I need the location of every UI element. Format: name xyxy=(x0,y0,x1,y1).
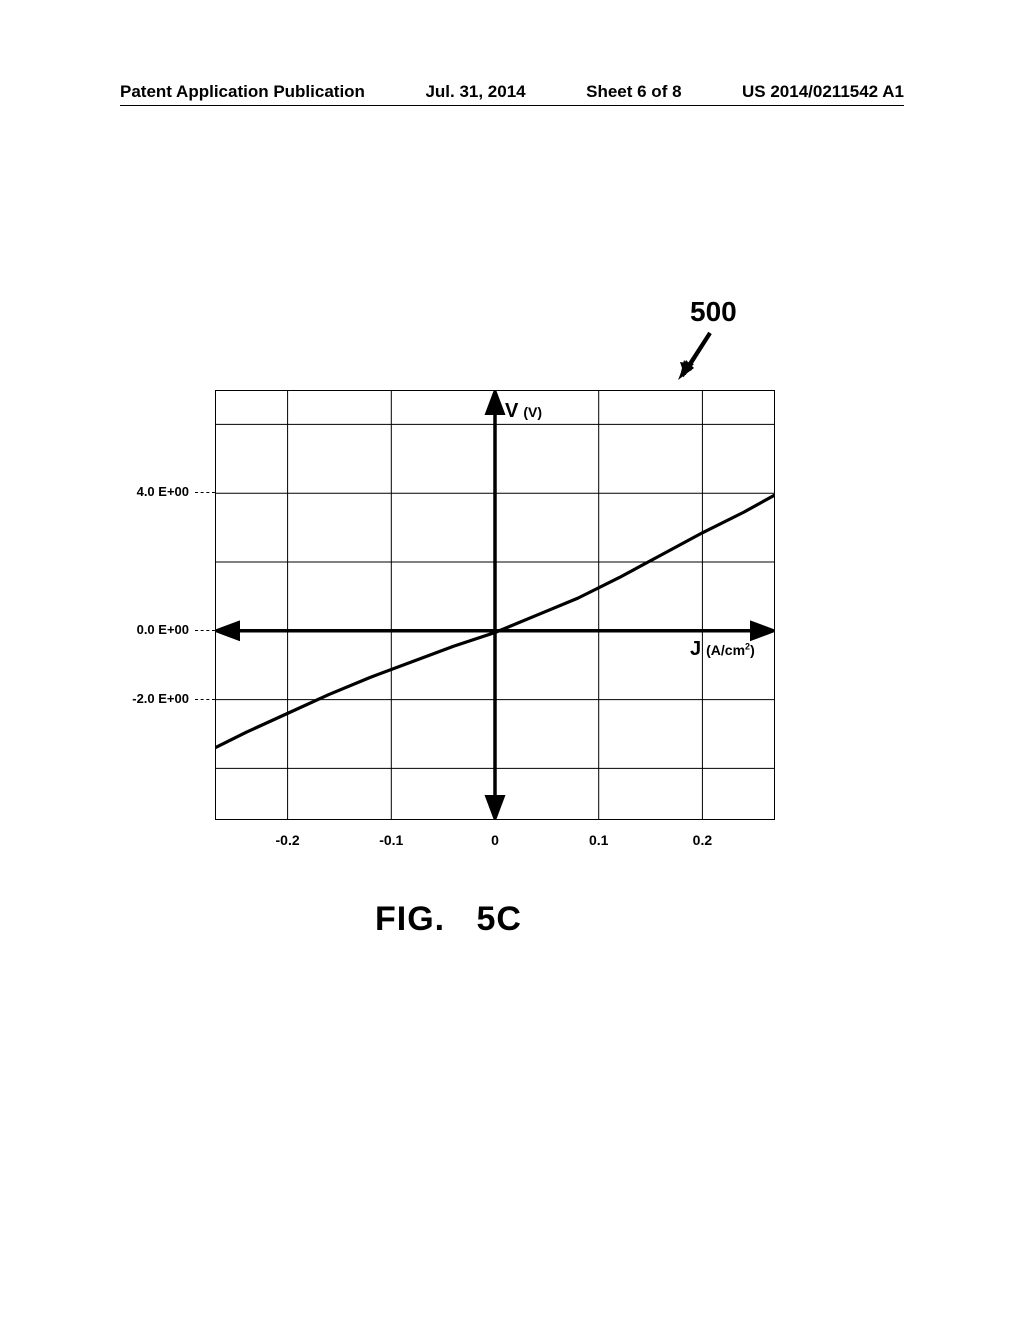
y-axis-label: V (V) xyxy=(505,400,542,423)
caption-prefix: FIG. xyxy=(375,900,445,938)
ref-arrow-icon xyxy=(670,328,720,388)
caption-suffix: 5C xyxy=(476,900,521,938)
iv-curve-chart xyxy=(215,390,775,820)
pub-date: Jul. 31, 2014 xyxy=(425,82,525,102)
figure-ref-number: 500 xyxy=(690,296,737,328)
y-tick: -2.0 E+00 xyxy=(119,691,189,706)
sheet-number: Sheet 6 of 8 xyxy=(586,82,681,102)
x-axis-var: J xyxy=(690,638,701,660)
x-tick: 0.1 xyxy=(574,832,624,848)
x-tick: -0.2 xyxy=(263,832,313,848)
y-axis-var: V xyxy=(505,400,518,422)
patent-header: Patent Application Publication Jul. 31, … xyxy=(0,82,1024,102)
x-axis-label: J (A/cm2) xyxy=(690,638,755,661)
page: Patent Application Publication Jul. 31, … xyxy=(0,0,1024,1320)
pub-number: US 2014/0211542 A1 xyxy=(742,82,904,102)
y-tick: 0.0 E+00 xyxy=(119,622,189,637)
y-tick: 4.0 E+00 xyxy=(119,484,189,499)
figure-caption: FIG. 5C xyxy=(375,900,522,939)
x-axis-unit: (A/cm2) xyxy=(706,642,755,658)
header-rule xyxy=(120,105,904,106)
x-tick: 0.2 xyxy=(677,832,727,848)
y-axis-unit: (V) xyxy=(523,404,542,420)
x-tick: -0.1 xyxy=(366,832,416,848)
x-tick: 0 xyxy=(470,832,520,848)
pub-type: Patent Application Publication xyxy=(120,82,365,102)
chart-svg xyxy=(215,390,775,820)
